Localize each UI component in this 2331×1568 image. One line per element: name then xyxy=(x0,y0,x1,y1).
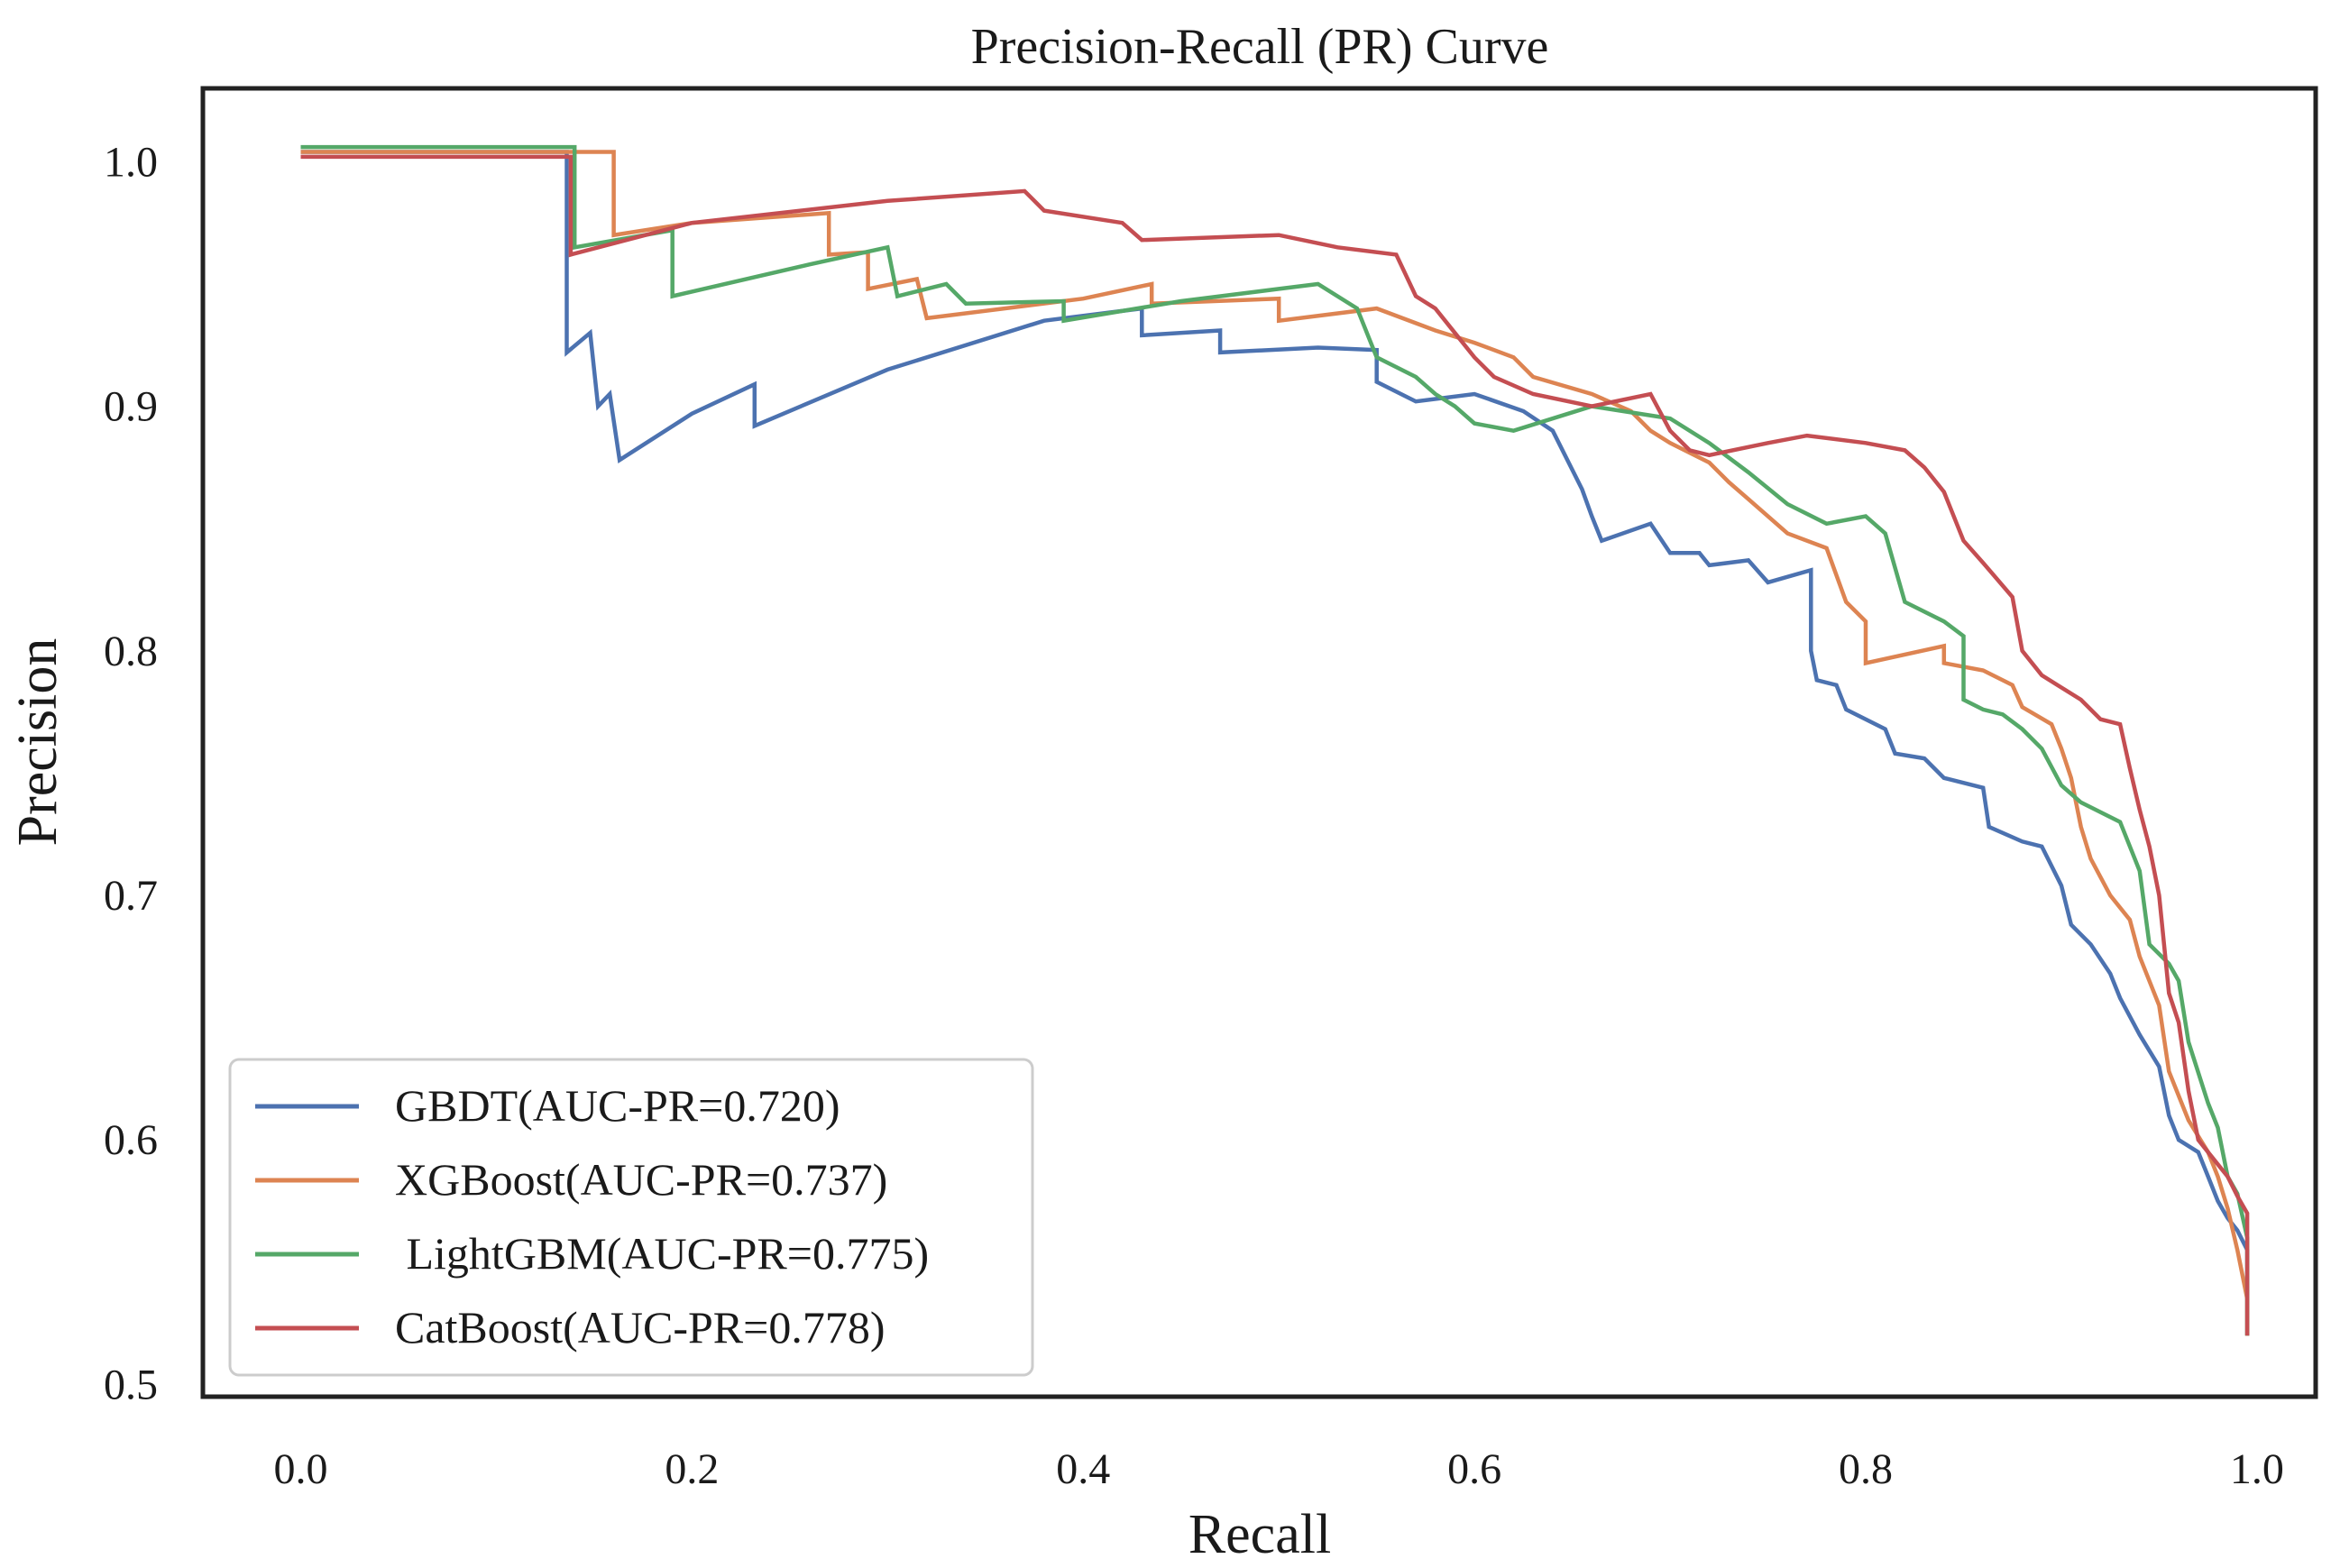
y-tick-label: 0.6 xyxy=(104,1116,158,1164)
legend: GBDT(AUC-PR=0.720)XGBoost(AUC-PR=0.737) … xyxy=(228,1058,1034,1377)
chart-title: Precision-Recall (PR) Curve xyxy=(971,19,1549,75)
plot-frame xyxy=(200,86,2318,1399)
series-line-xgboost xyxy=(300,150,2250,1336)
series-layer xyxy=(300,144,2250,1336)
y-tick-label: 0.9 xyxy=(104,383,158,431)
y-axis-label: Precision xyxy=(7,638,69,847)
legend-frame xyxy=(228,1058,1034,1377)
legend-label-catboost: CatBoost(AUC-PR=0.778) xyxy=(395,1302,886,1353)
legend-items: GBDT(AUC-PR=0.720)XGBoost(AUC-PR=0.737) … xyxy=(255,1080,929,1353)
legend-label-gbdt: GBDT(AUC-PR=0.720) xyxy=(395,1080,840,1131)
series-line-catboost xyxy=(300,154,2250,1336)
legend-label-lightgbm: LightGBM(AUC-PR=0.775) xyxy=(395,1228,929,1279)
series-line-lightgbm xyxy=(300,144,2250,1336)
x-axis-label: Recall xyxy=(1188,1504,1331,1565)
x-tick-label: 1.0 xyxy=(2230,1445,2284,1493)
x-tick-label: 0.2 xyxy=(665,1445,719,1493)
y-tick-label: 0.7 xyxy=(104,872,158,920)
x-tick-label: 0.6 xyxy=(1447,1445,1501,1493)
x-tick-label: 0.8 xyxy=(1839,1445,1893,1493)
y-axis-ticks: 0.5 0.6 0.7 0.8 0.9 1.0 xyxy=(104,138,158,1408)
y-tick-label: 0.5 xyxy=(104,1361,158,1408)
y-tick-label: 1.0 xyxy=(104,138,158,186)
x-tick-label: 0.0 xyxy=(273,1445,327,1493)
y-tick-label: 0.8 xyxy=(104,628,158,675)
legend-label-xgboost: XGBoost(AUC-PR=0.737) xyxy=(395,1154,887,1205)
x-axis-ticks: 0.0 0.2 0.4 0.6 0.8 1.0 xyxy=(273,1445,2283,1493)
x-tick-label: 0.4 xyxy=(1056,1445,1110,1493)
series-line-gbdt xyxy=(300,150,2250,1336)
